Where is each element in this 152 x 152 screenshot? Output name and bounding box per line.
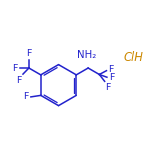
Text: F: F: [24, 92, 29, 101]
Text: ClH: ClH: [124, 51, 144, 64]
Text: F: F: [108, 65, 113, 74]
Text: F: F: [13, 64, 18, 73]
Text: F: F: [105, 83, 111, 92]
Text: F: F: [16, 76, 21, 85]
Text: F: F: [109, 73, 114, 82]
Text: NH₂: NH₂: [77, 50, 97, 60]
Text: F: F: [26, 49, 32, 58]
